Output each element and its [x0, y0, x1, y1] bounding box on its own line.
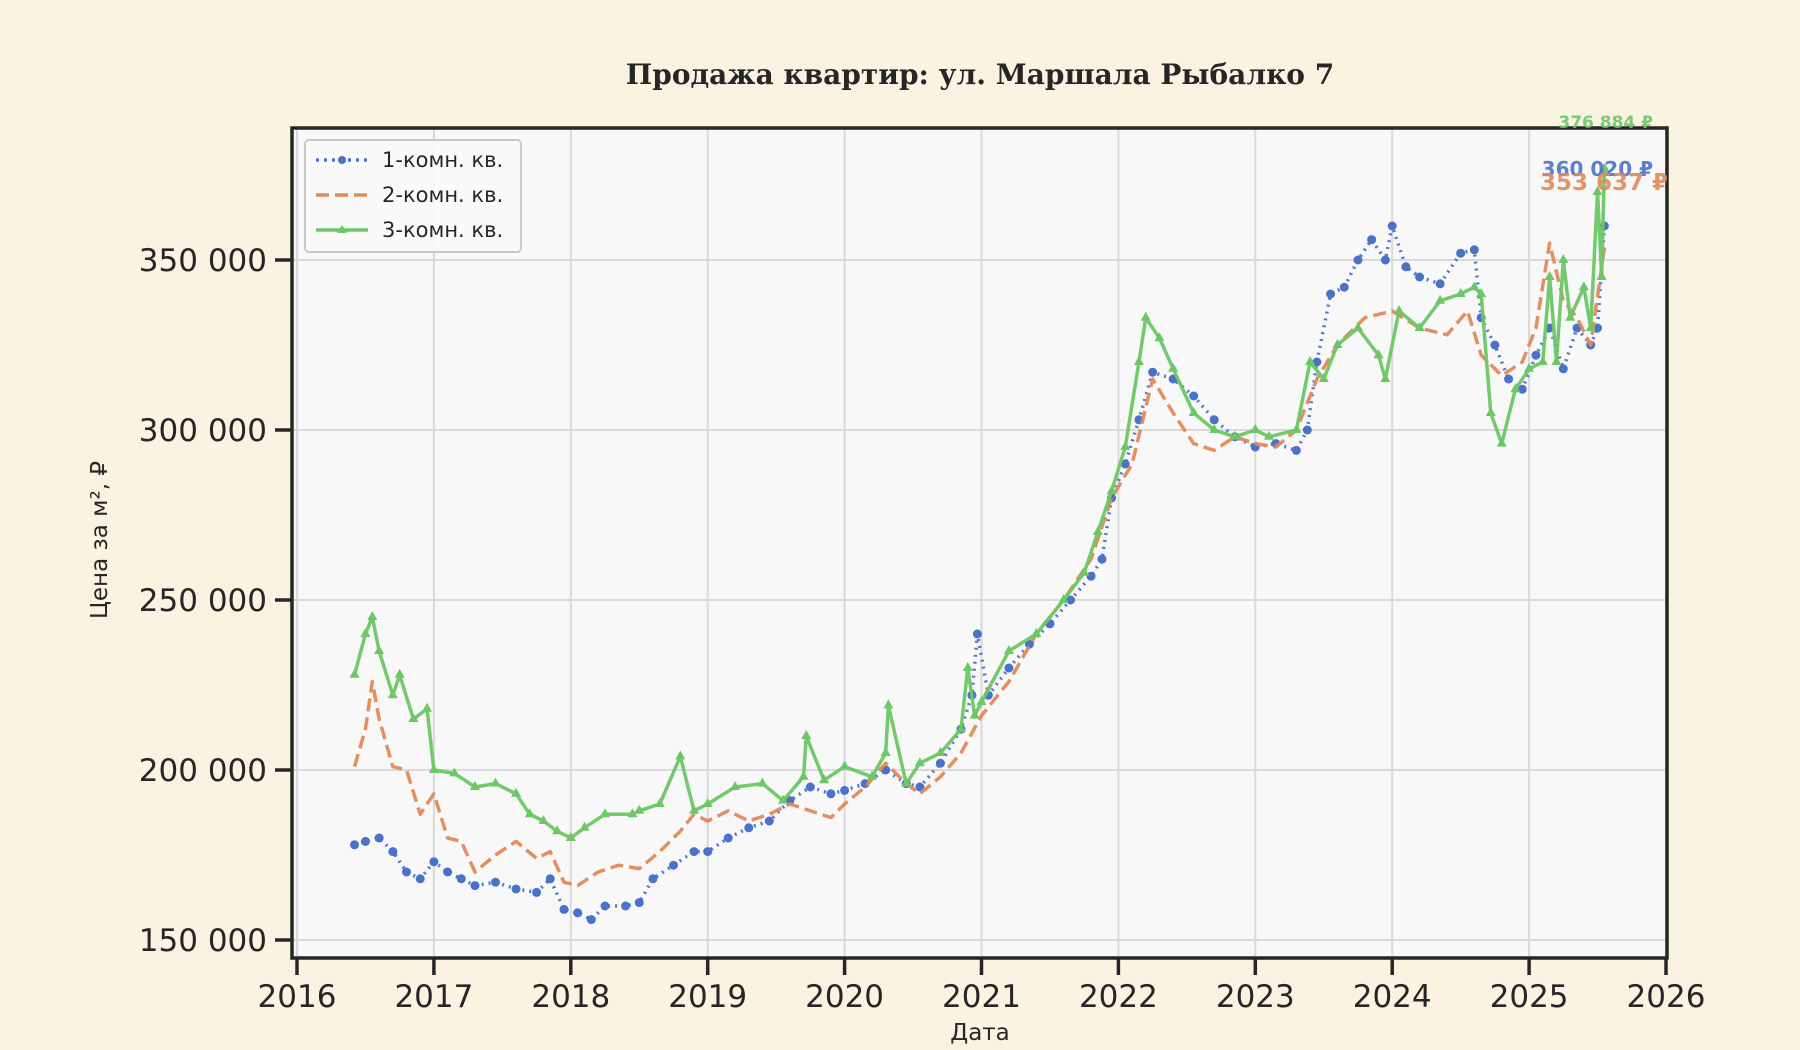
x-tick-label: 2021	[942, 979, 1021, 1015]
x-tick-label: 2017	[394, 979, 473, 1015]
axis-ticks: 2016 2017 2018 2019 2020 2021 2022 2023 2024 2025…	[139, 243, 1706, 1015]
legend-label: 3-комн. кв.	[382, 218, 504, 242]
x-tick-label: 2020	[805, 979, 884, 1015]
dotted-line-circle-icon	[316, 156, 368, 164]
solid-line-triangle-icon	[316, 225, 368, 233]
end-value-label: 376 884 ₽	[1558, 113, 1653, 133]
y-tick-label: 300 000	[139, 413, 267, 449]
x-tick-label: 2019	[668, 979, 747, 1015]
axes-frame	[290, 126, 1669, 960]
y-tick-label: 350 000	[139, 243, 267, 279]
legend: 1-комн. кв. 2-комн. кв. 3-комн. кв.	[304, 139, 522, 253]
series-lines	[349, 162, 1610, 925]
dashed-line-icon	[316, 193, 368, 197]
y-tick-label: 250 000	[139, 583, 267, 619]
x-tick-label: 2022	[1079, 979, 1158, 1015]
axes-background	[292, 128, 1667, 958]
end-value-label: 353 637 ₽	[1540, 170, 1668, 196]
legend-item-2-room: 2-комн. кв.	[306, 178, 503, 212]
legend-item-3-room: 3-комн. кв.	[306, 213, 503, 247]
y-tick-label: 200 000	[139, 753, 267, 789]
x-tick-label: 2023	[1216, 979, 1295, 1015]
x-tick-label: 2018	[531, 979, 610, 1015]
legend-label: 1-комн. кв.	[382, 148, 504, 172]
x-tick-label: 2016	[258, 979, 337, 1015]
grid-lines	[292, 128, 1667, 958]
x-tick-label: 2025	[1490, 979, 1569, 1015]
y-tick-label: 150 000	[139, 923, 267, 959]
y-axis-label: Цена за м², ₽	[87, 461, 113, 619]
end-value-annotations: 376 884 ₽ 360 020 ₽353 637 ₽	[1540, 113, 1668, 196]
end-value-label: 360 020 ₽	[1542, 157, 1653, 181]
x-axis-label: Дата	[950, 1020, 1010, 1046]
chart-title: Продажа квартир: ул. Маршала Рыбалко 7	[625, 58, 1335, 91]
x-tick-label: 2026	[1627, 979, 1706, 1015]
legend-item-1-room: 1-комн. кв.	[306, 143, 503, 177]
x-tick-label: 2024	[1353, 979, 1432, 1015]
legend-label: 2-комн. кв.	[382, 183, 504, 207]
